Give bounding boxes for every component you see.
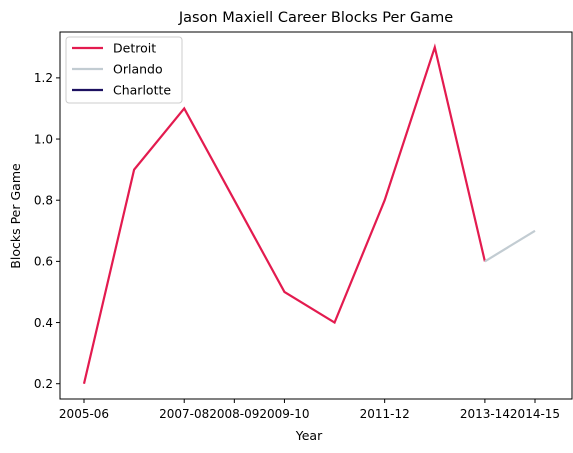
legend-label-detroit: Detroit [113, 41, 156, 56]
x-tick-label: 2013-14 [460, 407, 510, 421]
x-tick-label: 2005-06 [59, 407, 109, 421]
x-tick-label: 2014-15 [510, 407, 560, 421]
chart-legend: Detroit Orlando Charlotte [65, 36, 183, 104]
series-line-orlando [484, 229, 536, 263]
y-tick-label: 1.0 [34, 132, 53, 146]
x-tick-label: 2007-08 [159, 407, 209, 421]
y-axis: 0.2 0.4 0.6 0.8 1.0 1.2 [34, 71, 60, 391]
y-axis-title: Blocks Per Game [8, 163, 23, 269]
x-tick-label: 2011-12 [360, 407, 410, 421]
y-tick-label: 0.4 [34, 316, 53, 330]
y-tick-label: 1.2 [34, 71, 53, 85]
legend-label-charlotte: Charlotte [113, 83, 171, 98]
x-axis: 2005-06 2007-08 2008-09 2009-10 2011-12 2013-… [59, 399, 560, 421]
y-tick-label: 0.8 [34, 194, 53, 208]
y-tick-label: 0.6 [34, 255, 53, 269]
legend-label-orlando: Orlando [113, 62, 163, 77]
x-tick-label: 2009-10 [259, 407, 309, 421]
plot-frame [59, 31, 573, 400]
x-axis-title: Year [295, 428, 323, 443]
chart-title: Jason Maxiell Career Blocks Per Game [178, 10, 453, 26]
legend-box [65, 36, 183, 104]
x-tick-label: 2008-09 [209, 407, 259, 421]
plot-lines [82, 43, 536, 384]
y-tick-label: 0.2 [34, 377, 53, 391]
